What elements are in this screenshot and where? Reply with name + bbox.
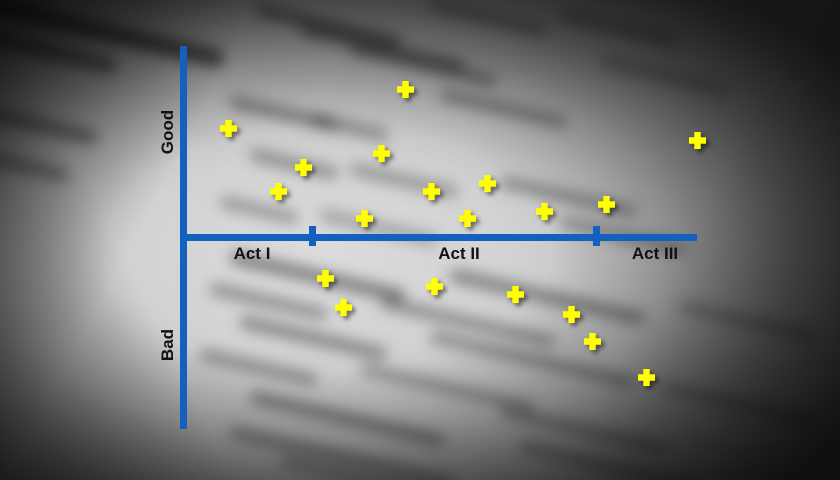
plus-icon (459, 210, 476, 227)
data-point-marker (270, 183, 287, 200)
data-point-marker (423, 183, 440, 200)
plus-icon (317, 270, 334, 287)
plus-icon (423, 183, 440, 200)
plus-icon (335, 299, 352, 316)
plus-icon (536, 203, 553, 220)
plus-icon (689, 132, 706, 149)
plus-icon (479, 175, 496, 192)
plus-icon (584, 333, 601, 350)
y-axis-label-good: Good (158, 109, 177, 155)
axis-tick (309, 226, 316, 246)
axis-tick (593, 226, 600, 246)
x-axis-act-label: Act II (438, 244, 480, 263)
data-point-marker (426, 278, 443, 295)
data-point-marker (335, 299, 352, 316)
plus-icon (356, 210, 373, 227)
data-point-marker (295, 159, 312, 176)
plus-icon (638, 369, 655, 386)
data-point-marker (373, 145, 390, 162)
data-point-marker (459, 210, 476, 227)
data-point-marker (479, 175, 496, 192)
plus-icon (397, 81, 414, 98)
data-point-marker (689, 132, 706, 149)
plus-icon (507, 286, 524, 303)
plus-icon (373, 145, 390, 162)
plus-icon (270, 183, 287, 200)
data-point-marker (563, 306, 580, 323)
data-point-marker (638, 369, 655, 386)
data-point-marker (536, 203, 553, 220)
plus-icon (426, 278, 443, 295)
data-point-marker (317, 270, 334, 287)
x-axis-line (180, 234, 697, 241)
y-axis-label-bad: Bad (158, 328, 177, 362)
data-point-marker (356, 210, 373, 227)
x-axis-act-label: Act I (233, 244, 271, 263)
data-point-marker (397, 81, 414, 98)
data-point-marker (598, 196, 615, 213)
data-point-marker (220, 120, 237, 137)
plus-icon (563, 306, 580, 323)
data-point-marker (584, 333, 601, 350)
x-axis-act-label: Act III (631, 244, 679, 263)
plus-icon (598, 196, 615, 213)
plus-icon (295, 159, 312, 176)
data-point-marker (507, 286, 524, 303)
plus-icon (220, 120, 237, 137)
